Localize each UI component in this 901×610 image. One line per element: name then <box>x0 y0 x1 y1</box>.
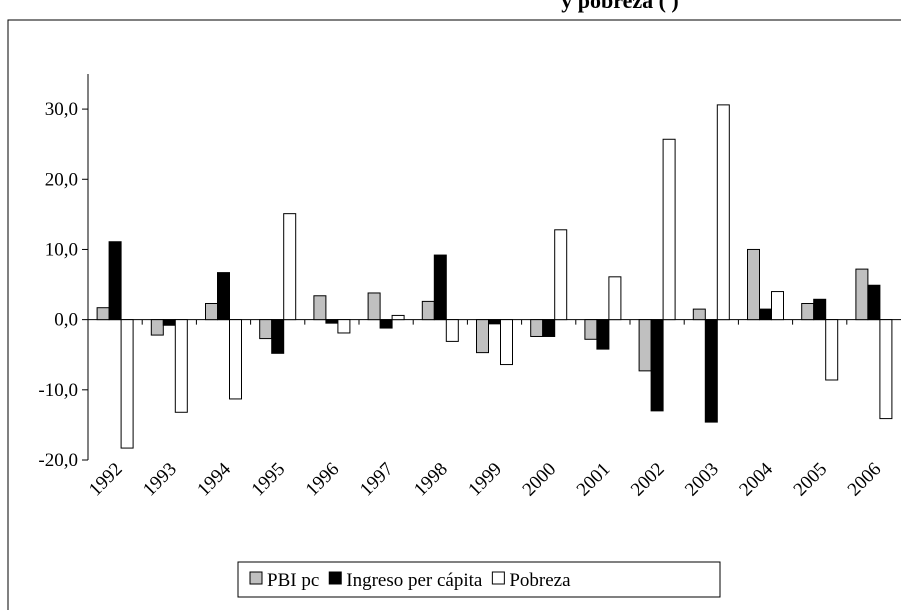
bar <box>542 319 556 337</box>
bar <box>337 319 351 334</box>
bar <box>217 272 230 321</box>
bar <box>825 319 839 381</box>
y-tick-label: -10,0 <box>38 380 78 401</box>
bar <box>150 319 164 336</box>
legend-label: Ingreso per cápita <box>346 570 483 591</box>
bar <box>855 268 869 321</box>
bar <box>271 319 285 354</box>
bar <box>476 319 489 354</box>
bar <box>813 298 827 321</box>
bar <box>367 292 381 321</box>
legend-swatch <box>491 571 505 585</box>
bar <box>638 319 652 372</box>
bar <box>801 302 815 321</box>
bar <box>662 138 676 321</box>
y-tick-label: 20,0 <box>45 169 78 190</box>
bar <box>771 291 784 321</box>
bar <box>867 284 881 321</box>
bar <box>174 319 188 413</box>
bar <box>500 319 513 366</box>
bar <box>379 319 393 329</box>
bar <box>391 314 405 321</box>
legend-swatch <box>328 571 342 585</box>
legend-label: PBI pc <box>267 570 319 591</box>
bar <box>108 241 122 321</box>
y-tick-label: 10,0 <box>45 239 78 260</box>
bar <box>554 229 568 321</box>
legend-frame <box>237 561 721 598</box>
y-tick-label: 30,0 <box>45 99 78 120</box>
bar <box>584 319 598 340</box>
bar <box>530 319 544 337</box>
bar <box>205 302 218 321</box>
bar <box>488 319 501 325</box>
bar <box>325 319 339 324</box>
chart-title: y pobreza ( ) <box>561 0 679 13</box>
bar <box>162 319 176 326</box>
bar <box>229 319 242 400</box>
bar <box>704 319 718 423</box>
legend-label: Pobreza <box>509 570 571 591</box>
y-tick-label: -20,0 <box>38 450 78 471</box>
bar <box>96 307 110 321</box>
bar <box>650 319 664 412</box>
bar <box>596 319 610 350</box>
bar <box>421 300 435 321</box>
bar <box>120 319 134 449</box>
bar <box>283 213 297 321</box>
bar <box>716 104 730 321</box>
y-tick-label: 0,0 <box>54 310 78 331</box>
bar <box>433 254 447 321</box>
bar <box>313 295 327 321</box>
bar <box>759 308 772 321</box>
bar <box>259 319 273 340</box>
bar <box>747 248 760 321</box>
legend: PBI pc Ingreso per cápita Pobreza <box>237 561 721 598</box>
bar <box>879 319 893 420</box>
bar <box>608 276 622 321</box>
bar <box>692 308 706 321</box>
bar <box>445 319 459 342</box>
legend-swatch <box>249 571 263 585</box>
